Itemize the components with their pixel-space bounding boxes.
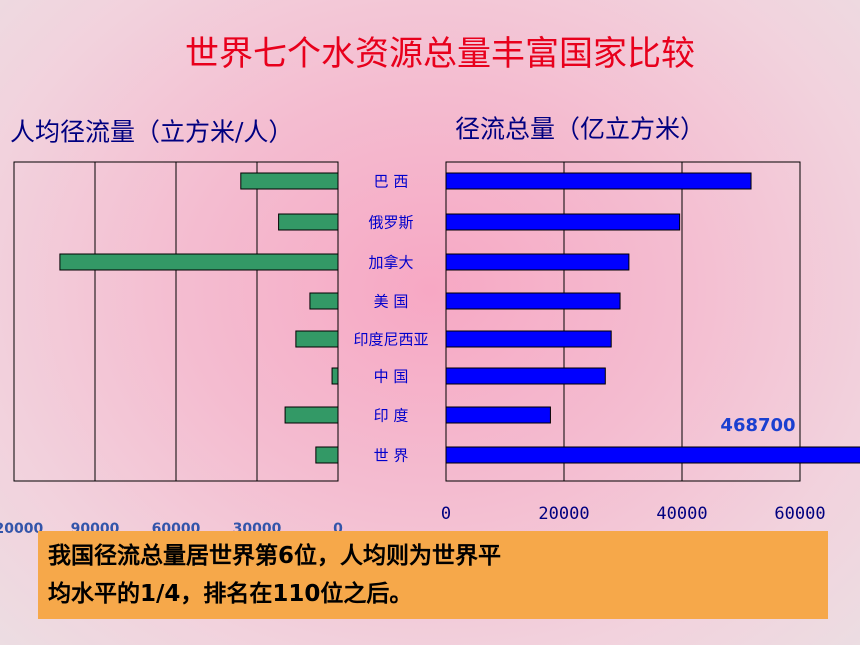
bar — [284, 406, 339, 424]
bar — [445, 367, 606, 385]
annotation-line: 我国径流总量居世界第6位，人均则为世界平 — [48, 543, 502, 569]
category-label: 俄罗斯 — [368, 214, 413, 232]
bar — [445, 406, 551, 424]
category-label: 美 国 — [374, 293, 409, 311]
axis-title: 人均径流量（立方米/人） — [10, 118, 293, 147]
bar — [445, 330, 612, 348]
category-label: 巴 西 — [374, 173, 409, 191]
x-tick-label: 20000 — [538, 504, 589, 524]
bars — [445, 172, 860, 464]
x-tick-label: 0 — [441, 504, 451, 524]
annotation-line: 均水平的1/4，排名在110位之后。 — [48, 581, 413, 607]
x-tick-label: 120000 — [0, 521, 43, 537]
bar — [331, 367, 339, 385]
x-tick-label: 60000 — [774, 504, 825, 524]
bar — [445, 172, 752, 190]
axis-title: 径流总量（亿立方米） — [455, 115, 705, 144]
bar — [59, 253, 339, 271]
bar — [315, 446, 339, 464]
data-label: 468700 — [720, 415, 795, 436]
annotation: 我国径流总量居世界第6位，人均则为世界平 均水平的1/4，排名在110位之后。 — [38, 531, 828, 619]
category-label: 印度尼西亚 — [353, 331, 428, 349]
category-label: 中 国 — [374, 368, 409, 386]
bar — [445, 213, 681, 231]
category-label: 印 度 — [374, 407, 409, 425]
bar — [309, 292, 339, 310]
x-tick-label: 0 — [333, 521, 343, 537]
category-label: 世 界 — [374, 447, 409, 465]
bar — [445, 292, 621, 310]
bars — [59, 172, 339, 464]
bar — [445, 446, 860, 464]
x-tick-label: 40000 — [656, 504, 707, 524]
chart-title: 世界七个水资源总量丰富国家比较 — [185, 34, 695, 74]
category-label: 加拿大 — [368, 254, 413, 272]
bar — [240, 172, 339, 190]
bar — [278, 213, 339, 231]
bar — [445, 253, 630, 271]
bar — [295, 330, 339, 348]
